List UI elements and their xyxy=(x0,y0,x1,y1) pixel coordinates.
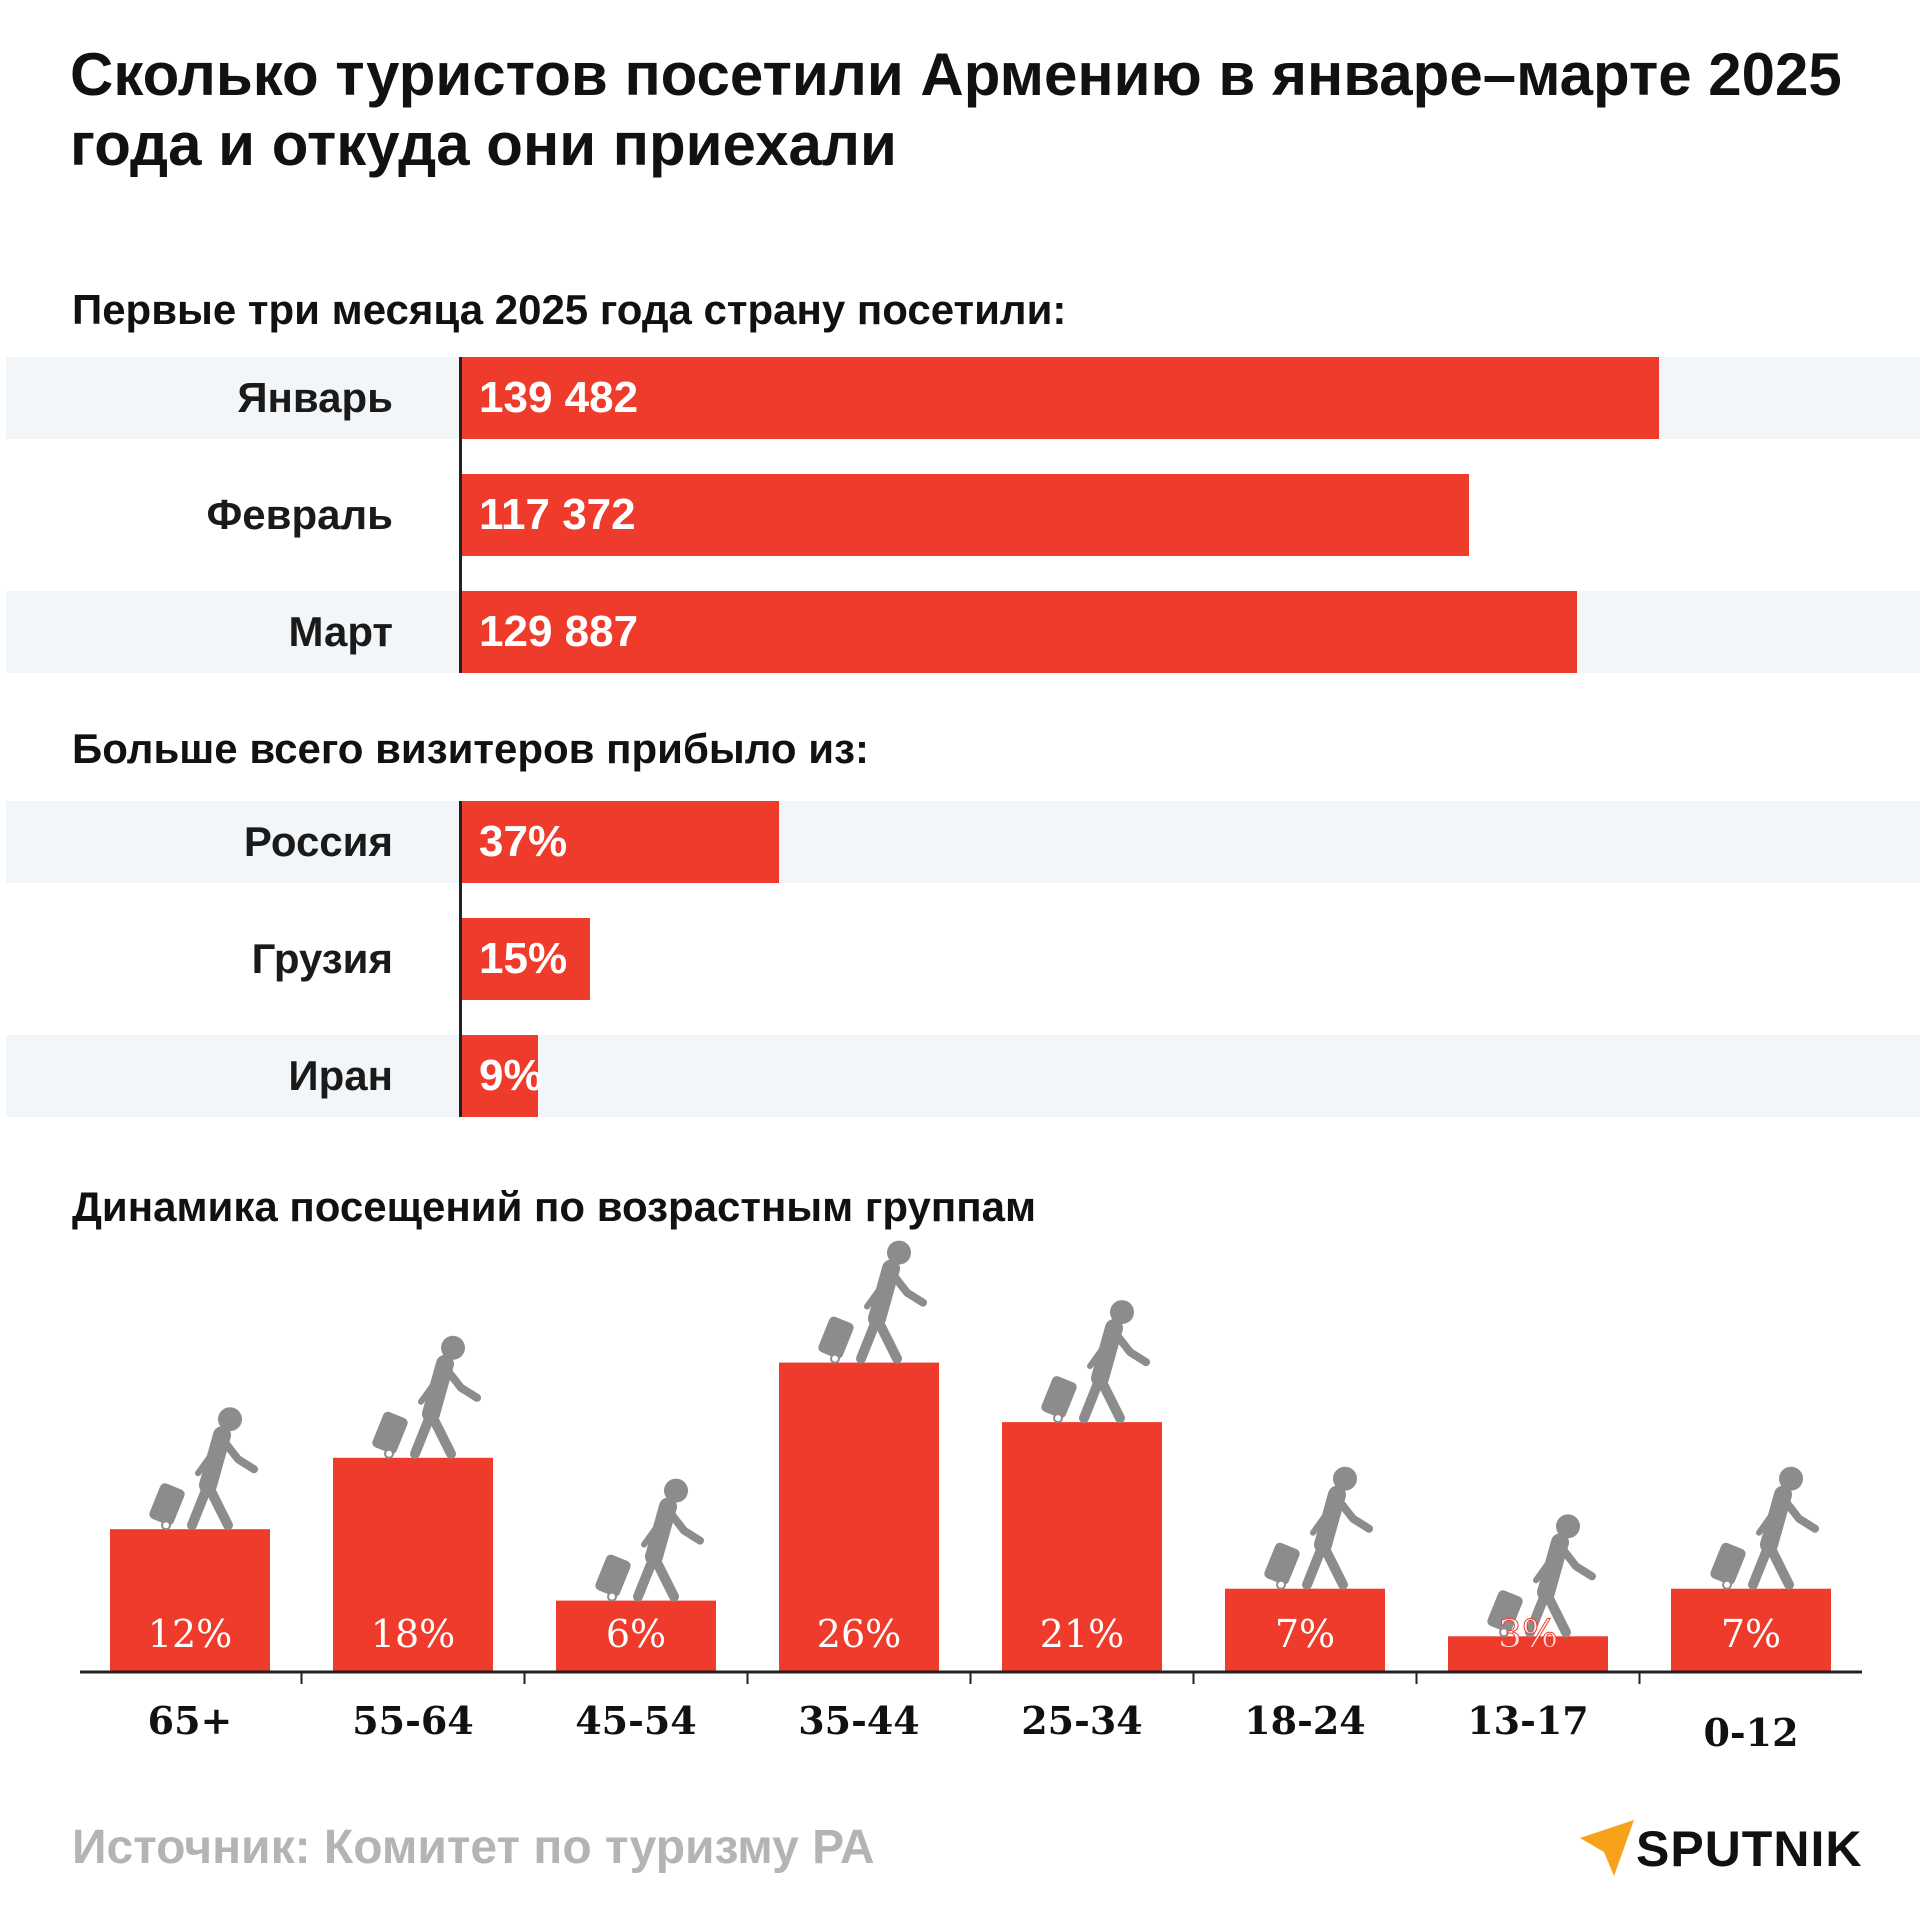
age-bar xyxy=(1002,1422,1162,1672)
country-bar: 9% xyxy=(461,1035,543,1117)
country-bar: 15% xyxy=(461,918,590,1000)
age-value-label: 12% xyxy=(148,1612,232,1656)
countries-chart-title: Больше всего визитеров прибыло из: xyxy=(72,725,869,772)
age-bar xyxy=(779,1362,939,1672)
age-chart-title: Динамика посещений по возрастным группам xyxy=(72,1183,1037,1230)
age-category-label: 45-54 xyxy=(575,1698,697,1743)
age-category-label: 0-12 xyxy=(1703,1710,1798,1755)
age-category-label: 55-64 xyxy=(352,1698,474,1743)
age-value-label: 3% xyxy=(1498,1612,1558,1656)
month-bar: 129 887 xyxy=(461,591,1577,673)
month-bar: 117 372 xyxy=(461,474,1469,556)
age-bar xyxy=(110,1529,270,1672)
page-title: Сколько туристов посетили Армению в янва… xyxy=(70,41,1842,178)
age-bar xyxy=(1671,1588,1831,1672)
country-axis-line xyxy=(459,801,462,1117)
month-row: Март 129 887 xyxy=(6,591,1920,673)
age-bar xyxy=(333,1457,493,1672)
countries-bar-chart: Россия 37% Грузия 15% Иран 9% xyxy=(0,801,1920,1117)
country-row: Грузия 15% xyxy=(6,918,1920,1000)
traveler-with-suitcase-icon xyxy=(1041,1300,1150,1424)
month-value-label: 129 887 xyxy=(479,607,639,656)
sputnik-arrow-icon xyxy=(1580,1820,1634,1876)
age-category-label: 18-24 xyxy=(1244,1698,1366,1743)
month-axis-line xyxy=(459,357,462,673)
country-bar: 37% xyxy=(461,801,779,883)
country-category-label: Грузия xyxy=(251,935,393,982)
month-value-label: 139 482 xyxy=(479,373,639,422)
age-category-label: 25-34 xyxy=(1021,1698,1143,1743)
traveler-with-suitcase-icon xyxy=(595,1478,704,1602)
age-value-label: 18% xyxy=(371,1612,455,1656)
traveler-with-suitcase-icon xyxy=(149,1407,258,1531)
age-bar xyxy=(1448,1636,1608,1672)
country-value-label: 9% xyxy=(479,1051,543,1100)
traveler-with-suitcase-icon xyxy=(372,1335,481,1459)
traveler-with-suitcase-icon xyxy=(1710,1466,1819,1590)
traveler-with-suitcase-icon xyxy=(1487,1514,1596,1638)
age-value-label: 6% xyxy=(606,1612,666,1656)
age-category-label: 13-17 xyxy=(1467,1698,1589,1743)
country-category-label: Иран xyxy=(288,1052,393,1099)
month-category-label: Январь xyxy=(237,374,393,421)
traveler-with-suitcase-icon xyxy=(818,1240,927,1364)
month-category-label: Март xyxy=(288,608,393,655)
country-value-label: 37% xyxy=(479,817,568,866)
age-value-label: 7% xyxy=(1275,1612,1335,1656)
age-groups-bar-chart: 12% 65+ 18% 55-64 6% 45-54 26% 35-44 21% 25-34 7% 1… xyxy=(80,1240,1862,1755)
age-bar xyxy=(556,1600,716,1672)
country-category-label: Россия xyxy=(243,818,393,865)
month-row: Январь 139 482 xyxy=(6,357,1920,439)
months-chart-title: Первые три месяца 2025 года страну посет… xyxy=(72,286,1067,333)
month-value-label: 117 372 xyxy=(479,490,636,539)
month-category-label: Февраль xyxy=(206,491,393,538)
traveler-with-suitcase-icon xyxy=(1264,1466,1373,1590)
month-row: Февраль 117 372 xyxy=(6,474,1920,556)
country-row: Иран 9% xyxy=(6,1035,1920,1117)
age-value-label: 7% xyxy=(1721,1612,1781,1656)
month-bar: 139 482 xyxy=(461,357,1659,439)
age-bar xyxy=(1225,1588,1385,1672)
age-category-label: 65+ xyxy=(148,1698,233,1743)
age-category-label: 35-44 xyxy=(798,1698,920,1743)
country-row: Россия 37% xyxy=(6,801,1920,883)
country-value-label: 15% xyxy=(479,934,568,983)
age-value-label: 26% xyxy=(817,1612,901,1656)
age-value-label: 21% xyxy=(1040,1612,1124,1656)
source-note: Источник: Комитет по туризму РА xyxy=(72,1821,875,1874)
logo-text: SPUTNIK xyxy=(1636,1821,1863,1877)
sputnik-logo: SPUTNIK xyxy=(1578,1814,1863,1884)
months-bar-chart: Январь 139 482 Февраль 117 372 Март 129 887 xyxy=(0,357,1920,673)
